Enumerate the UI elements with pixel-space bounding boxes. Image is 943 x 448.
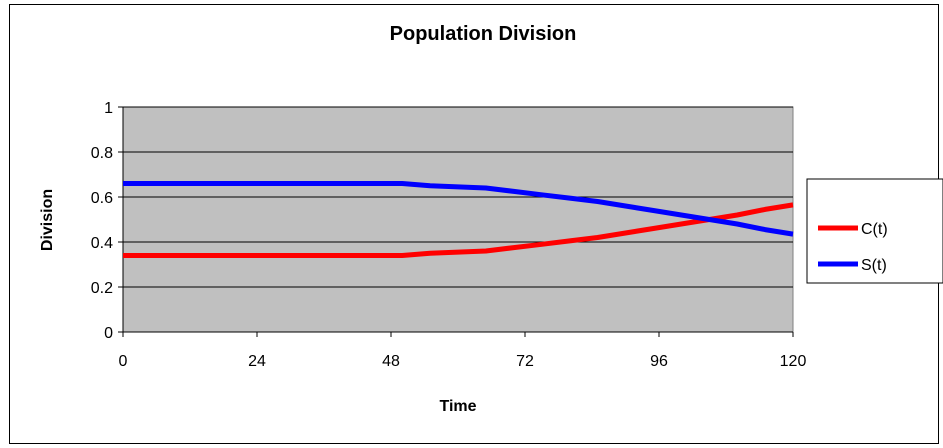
x-tick-label: 96 (650, 353, 668, 370)
y-tick-label: 0 (104, 325, 113, 342)
legend-label: S(t) (861, 257, 887, 274)
gridlines (123, 106, 793, 288)
plot-area (122, 106, 794, 333)
y-tick-label: 0.4 (91, 235, 113, 252)
axes (118, 106, 794, 337)
series-lines (123, 181, 794, 258)
legend: C(t) S(t) (806, 178, 943, 284)
chart-title: Population Division (390, 23, 577, 45)
series-line-1 (123, 181, 794, 237)
x-tick-label: 0 (119, 353, 128, 370)
x-tick-label: 48 (382, 353, 400, 370)
y-tick-label: 0.8 (91, 145, 113, 162)
x-tick-label: 24 (248, 353, 266, 370)
x-tick-label: 72 (516, 353, 534, 370)
x-tick-label: 120 (780, 353, 807, 370)
tick-labels: 0 0.2 0.4 0.6 0.8 1 0 24 48 72 96 120 (91, 100, 807, 370)
y-tick-label: 1 (104, 100, 113, 117)
y-axis-title: Division (39, 189, 56, 251)
legend-label: C(t) (861, 221, 888, 238)
y-tick-label: 0.2 (91, 280, 113, 297)
y-tick-label: 0.6 (91, 190, 113, 207)
x-axis-title: Time (439, 398, 476, 415)
